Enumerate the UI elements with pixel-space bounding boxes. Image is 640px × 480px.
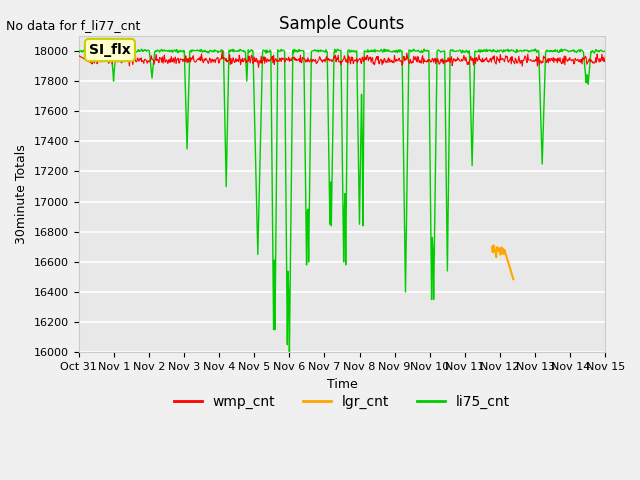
Text: No data for f_li77_cnt: No data for f_li77_cnt [6, 19, 141, 32]
X-axis label: Time: Time [326, 377, 357, 391]
Title: Sample Counts: Sample Counts [279, 15, 404, 33]
Legend: wmp_cnt, lgr_cnt, li75_cnt: wmp_cnt, lgr_cnt, li75_cnt [168, 390, 516, 415]
Text: SI_flx: SI_flx [89, 43, 131, 57]
Y-axis label: 30minute Totals: 30minute Totals [15, 144, 28, 244]
